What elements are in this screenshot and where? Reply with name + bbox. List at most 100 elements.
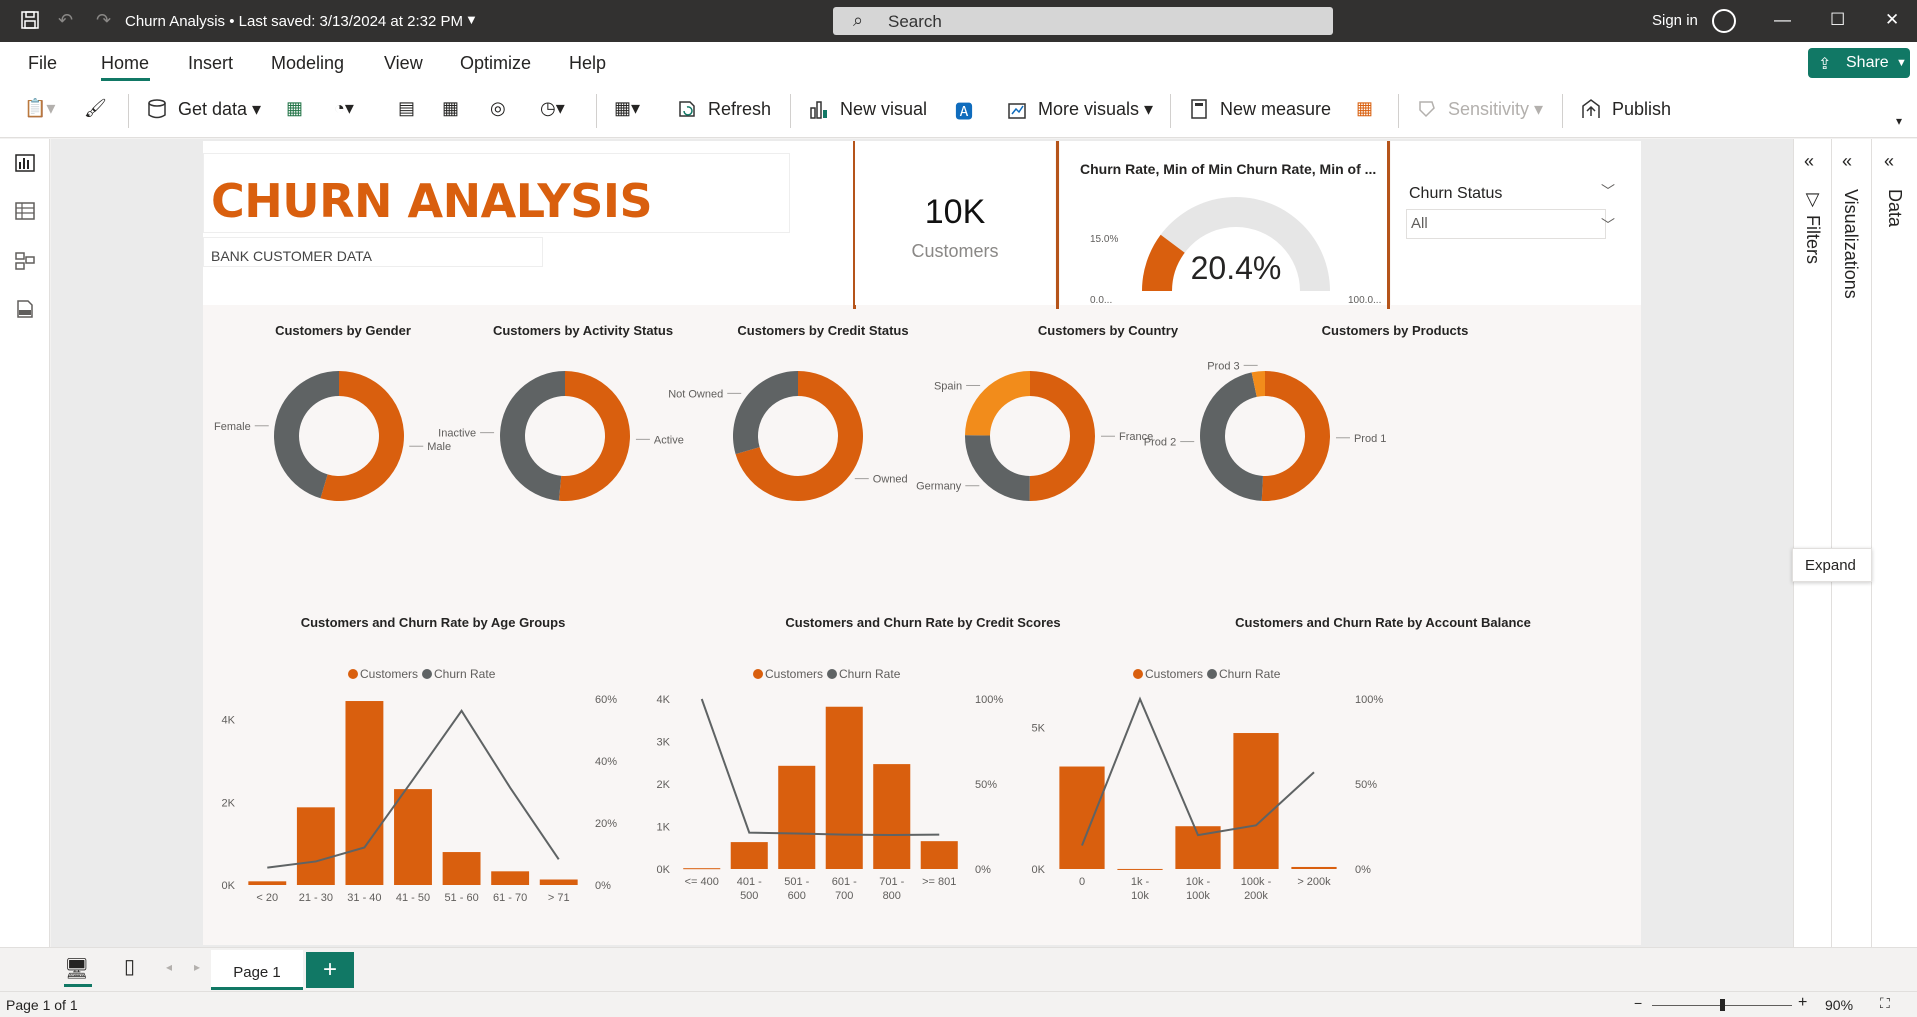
donut-slice[interactable] [965,435,1030,501]
x-tick-label: 51 - 60 [444,892,478,904]
recent-sources-icon[interactable]: ◎ [490,98,506,118]
report-canvas[interactable]: CHURN ANALYSIS BANK CUSTOMER DATA 10K Cu… [51,139,1793,947]
bar[interactable] [683,868,721,870]
paste-icon[interactable]: 📋▾ [24,98,56,118]
chevron-down-icon[interactable]: ﹀ [1601,217,1615,233]
search-box[interactable]: ⌕ Search [833,7,1333,35]
format-painter-icon[interactable]: 🖌 [84,98,107,118]
zoom-slider-thumb[interactable] [1720,999,1725,1011]
donut-slice[interactable] [320,371,404,501]
get-data-button[interactable]: Get data ▾ [146,98,261,120]
donut-slice[interactable] [558,371,630,501]
desktop-layout-icon[interactable]: 🖥 [64,958,90,980]
donut-slice[interactable] [1261,371,1330,501]
donut-slice[interactable] [274,371,339,499]
dataverse-icon[interactable]: ◔▾ [334,98,354,118]
donut-slice[interactable] [735,371,864,501]
bar[interactable] [730,842,768,869]
bar[interactable] [1291,866,1337,869]
collapse-visualizations-icon[interactable]: « [1842,151,1853,171]
y-tick-label: 1K [657,822,671,834]
close-icon[interactable]: ✕ [1885,10,1900,29]
maximize-icon[interactable]: ☐ [1830,10,1846,29]
bar[interactable] [442,852,481,885]
visualizations-pane[interactable]: « Visualizations [1831,139,1871,947]
donut-slice[interactable] [1251,371,1265,397]
more-visuals-button[interactable]: More visuals ▾ [1006,98,1153,120]
donut-slice[interactable] [965,371,1030,436]
ribbon-collapse-icon[interactable]: ▾ [1896,114,1903,128]
menu-view[interactable]: View [384,53,423,73]
share-button[interactable]: ⇪ Share ▼ [1808,48,1910,78]
donut-slice[interactable] [1200,372,1263,501]
donut-slice[interactable] [733,371,798,455]
report-view-icon[interactable] [14,153,36,173]
toolbar-divider [1398,94,1399,128]
add-page-button[interactable]: + [306,952,354,988]
bar[interactable] [491,871,530,885]
menu-modeling[interactable]: Modeling [271,53,345,73]
minimize-icon[interactable]: — [1774,10,1791,29]
menu-file[interactable]: File [28,53,58,73]
save-icon[interactable] [20,10,40,35]
sign-in-link[interactable]: Sign in [1652,12,1698,29]
collapse-filters-icon[interactable]: « [1804,151,1815,171]
collapse-data-icon[interactable]: « [1884,151,1895,171]
slicer-dropdown[interactable] [1406,209,1606,239]
quick-measure-icon[interactable]: ▦ [1356,98,1374,118]
bar[interactable] [248,881,287,885]
donut-slice[interactable] [500,371,565,501]
chevron-down-icon[interactable]: ﹀ [1601,183,1615,199]
menu-optimize[interactable]: Optimize [460,53,532,73]
menu-insert[interactable]: Insert [188,53,234,73]
menu-help[interactable]: Help [569,53,607,73]
next-page-icon[interactable]: ▸ [194,960,201,974]
enter-data-icon[interactable]: ▦ [442,98,460,118]
data-pane[interactable]: « Data [1871,139,1917,947]
churn-rate-line[interactable] [267,708,560,869]
title-card[interactable]: CHURN ANALYSIS BANK CUSTOMER DATA [203,141,853,305]
menu-home[interactable]: Home [101,53,150,73]
refresh-button[interactable]: Refresh [676,98,771,120]
bar[interactable] [1233,733,1279,869]
document-title[interactable]: Churn Analysis • Last saved: 3/13/2024 a… [125,13,463,30]
new-measure-button[interactable]: New measure [1188,98,1331,120]
donut-slice[interactable] [1029,371,1095,501]
filters-pane[interactable]: « ▽ Filters [1793,139,1831,947]
model-view-icon[interactable] [14,251,36,271]
bar[interactable] [539,879,578,885]
prev-page-icon[interactable]: ◂ [166,960,173,974]
transform-data-icon[interactable]: ▦▾ [614,98,641,118]
fit-to-page-icon[interactable]: ⛶ [1880,995,1890,1011]
churn-status-slicer[interactable]: Churn Status ﹀ All ﹀ [1391,141,1641,305]
bar[interactable] [1117,868,1163,870]
excel-icon[interactable]: ▦ [286,98,304,118]
bar[interactable] [345,701,384,885]
publish-button[interactable]: Publish [1580,98,1671,120]
table-view-icon[interactable] [14,201,36,221]
churn-rate-line[interactable] [700,698,940,837]
sql-icon[interactable]: ▤ [398,98,416,118]
churn-rate-line[interactable] [1081,696,1315,846]
bar[interactable] [394,789,432,885]
undo-icon[interactable]: ↶ [58,10,74,30]
page-tab-1[interactable]: Page 1 [211,950,303,990]
bar[interactable] [778,765,816,869]
new-visual-button[interactable]: New visual [808,98,927,120]
avatar-icon[interactable] [1712,9,1736,33]
title-dropdown-icon[interactable]: ▼ [465,12,478,27]
bar[interactable] [825,706,863,869]
transform-icon[interactable]: ◷▾ [540,98,565,118]
zoom-in-icon[interactable]: + [1798,994,1808,1011]
bar[interactable] [1059,766,1105,869]
text-box-icon[interactable]: 🅰 [955,102,973,122]
churn-rate-gauge-card[interactable]: Churn Rate, Min of Min Churn Rate, Min o… [1060,141,1387,305]
mobile-layout-icon[interactable]: ▯ [124,956,136,978]
bar[interactable] [873,764,911,869]
dax-query-view-icon[interactable] [14,299,36,319]
zoom-out-icon[interactable]: − [1634,995,1643,1011]
customers-kpi-card[interactable]: 10K Customers [855,141,1055,305]
redo-icon[interactable]: ↷ [96,10,112,30]
bar[interactable] [920,841,958,869]
bar[interactable] [296,807,335,885]
